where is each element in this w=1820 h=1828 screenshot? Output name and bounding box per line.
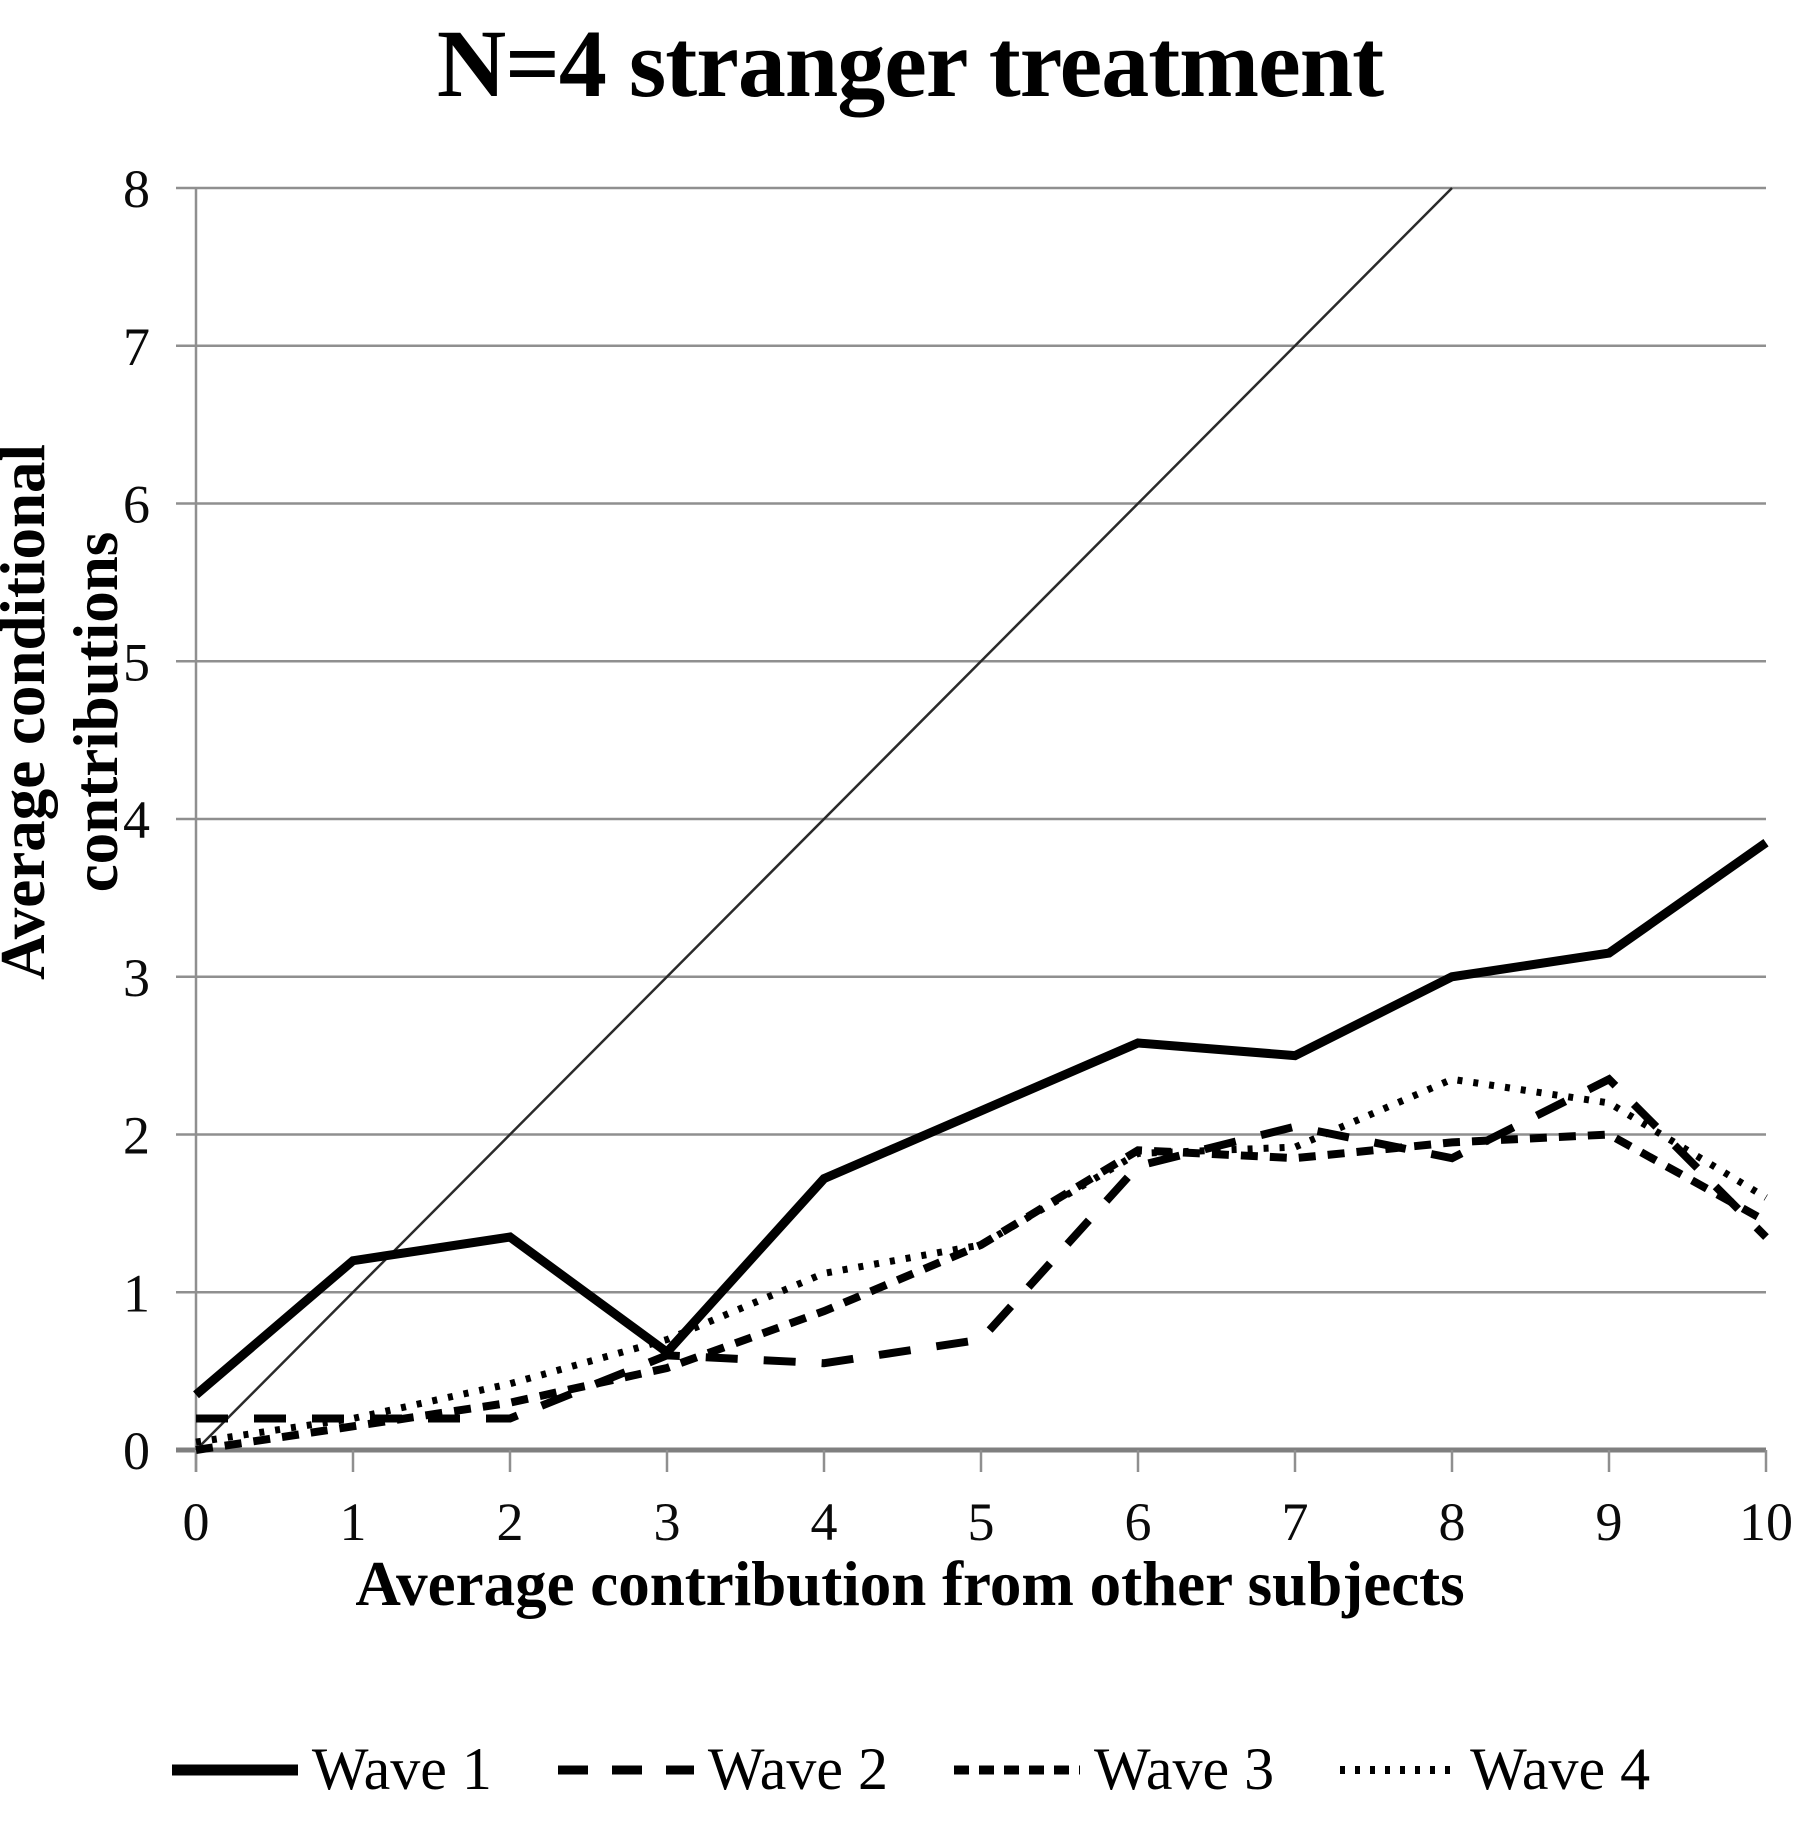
- y-tick-label: 1: [123, 1263, 150, 1323]
- legend-label: Wave 1: [311, 1736, 492, 1802]
- x-tick-label: 10: [1739, 1492, 1793, 1552]
- series-wave-2: [196, 1074, 1769, 1423]
- legend-item-wave-4: Wave 4: [1338, 1735, 1650, 1804]
- short-dash-line-swatch-icon: [954, 1765, 1080, 1774]
- legend-item-wave-1: Wave 1: [170, 1735, 492, 1804]
- x-tick-label: 2: [497, 1492, 524, 1552]
- diagonal-reference-line: [195, 187, 1453, 1451]
- legend-label: Wave 4: [1470, 1736, 1651, 1802]
- y-tick-label: 6: [123, 475, 150, 535]
- legend: Wave 1 Wave 2 Wave 3 Wave 4: [0, 1735, 1820, 1804]
- y-tick-label: 2: [123, 1106, 150, 1166]
- y-tick-label: 3: [123, 948, 150, 1008]
- chart-title: N=4 stranger treatment: [436, 10, 1384, 117]
- x-tick-label: 5: [968, 1492, 995, 1552]
- x-tick-label: 1: [340, 1492, 367, 1552]
- y-tick-label: 8: [123, 159, 150, 219]
- series-wave-3: [195, 1130, 1768, 1454]
- y-axis-title: Average conditional contributions: [0, 443, 131, 981]
- x-tick-label: 7: [1282, 1492, 1309, 1552]
- y-tick-label: 5: [123, 632, 150, 692]
- x-tick-label: 9: [1596, 1492, 1623, 1552]
- y-tick-label: 4: [123, 790, 150, 850]
- solid-line-swatch-icon: [171, 1764, 298, 1775]
- legend-item-wave-3: Wave 3: [952, 1735, 1274, 1804]
- x-tick-label: 8: [1439, 1492, 1466, 1552]
- y-tick-label: 0: [123, 1421, 150, 1481]
- x-tick-label: 0: [183, 1492, 210, 1552]
- x-axis-title: Average contribution from other subjects: [355, 1549, 1465, 1619]
- x-tick-label: 6: [1125, 1492, 1152, 1552]
- x-tick-label: 3: [654, 1492, 681, 1552]
- legend-label: Wave 3: [1094, 1736, 1275, 1802]
- legend-item-wave-2: Wave 2: [556, 1735, 888, 1804]
- line-chart: 0 1 2 3 4 5 6 7 8 0 1 2 3 4 5 6 7 8 9 10: [123, 159, 1793, 1552]
- dotted-line-swatch-icon: [1340, 1765, 1457, 1774]
- x-tick-label: 4: [811, 1492, 838, 1552]
- long-dash-line-swatch-icon: [557, 1765, 694, 1774]
- series-wave-1: [193, 838, 1769, 1399]
- legend-label: Wave 2: [707, 1736, 888, 1802]
- y-tick-label: 7: [123, 317, 150, 377]
